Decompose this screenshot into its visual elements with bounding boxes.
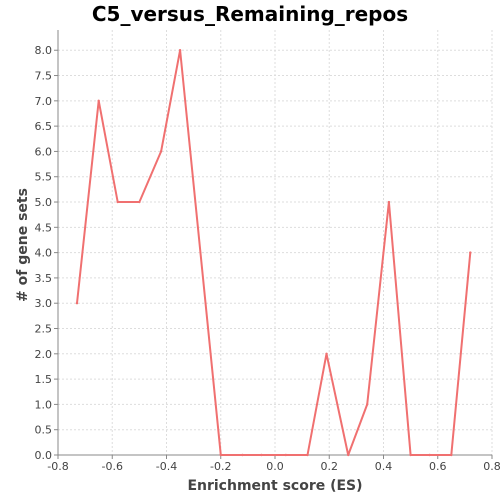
y-tick-label: 4.5 xyxy=(35,221,53,234)
y-tick-label: 0.5 xyxy=(35,424,53,437)
y-tick-label: 6.5 xyxy=(35,120,53,133)
data-point xyxy=(409,453,412,457)
data-point xyxy=(178,49,182,52)
x-tick-label: 0.0 xyxy=(266,460,284,473)
data-point xyxy=(241,453,244,457)
y-tick-label: 1.5 xyxy=(35,373,53,386)
data-point xyxy=(428,453,431,457)
data-point xyxy=(260,453,263,457)
x-axis-label: Enrichment score (ES) xyxy=(187,478,362,494)
data-point xyxy=(116,200,119,204)
data-point xyxy=(306,453,309,457)
grid xyxy=(57,30,493,456)
axes xyxy=(54,30,493,459)
x-tick-label: 0.6 xyxy=(429,460,447,473)
x-tick-label: -0.4 xyxy=(156,460,177,473)
y-axis-label: # of gene sets xyxy=(15,188,31,302)
y-tick-label: 4.0 xyxy=(35,247,53,260)
x-tick-label: 0.2 xyxy=(321,460,339,473)
x-tick-label: -0.8 xyxy=(47,460,68,473)
data-point xyxy=(387,200,391,204)
data-point xyxy=(469,251,472,254)
y-tick-label: 8.0 xyxy=(35,44,53,57)
y-tick-label: 3.0 xyxy=(35,297,53,310)
y-tick-label: 5.5 xyxy=(35,171,53,184)
x-tick-label: 0.4 xyxy=(375,460,393,473)
data-point xyxy=(75,302,79,305)
data-point xyxy=(219,453,222,457)
y-tick-label: 3.5 xyxy=(35,272,53,285)
y-tick-label: 5.0 xyxy=(35,196,53,209)
chart-title: C5_versus_Remaining_repos xyxy=(92,2,408,26)
data-point xyxy=(97,99,100,103)
x-tick-label: 0.8 xyxy=(483,460,500,473)
data-point xyxy=(284,453,288,457)
x-tick-label: -0.6 xyxy=(102,460,123,473)
data-point xyxy=(159,150,163,153)
tick-labels: -0.8 -0.6 -0.4 -0.2 0.0 0.2 0.4 0.6 0.8 0.0 0.5 1.0… xyxy=(35,44,500,473)
data-point xyxy=(347,453,350,457)
y-tick-label: 6.0 xyxy=(35,145,53,158)
data-point xyxy=(138,200,141,204)
y-tick-label: 0.0 xyxy=(35,449,53,462)
data-point xyxy=(450,453,453,457)
y-tick-label: 2.5 xyxy=(35,323,53,336)
series-layer xyxy=(75,49,472,457)
y-tick-label: 2.0 xyxy=(35,348,53,361)
y-tick-label: 7.0 xyxy=(35,95,53,108)
data-point xyxy=(325,352,328,356)
x-tick-label: -0.2 xyxy=(210,460,231,473)
y-tick-label: 1.0 xyxy=(35,398,53,411)
y-tick-label: 7.5 xyxy=(35,70,53,83)
data-point xyxy=(366,403,369,406)
